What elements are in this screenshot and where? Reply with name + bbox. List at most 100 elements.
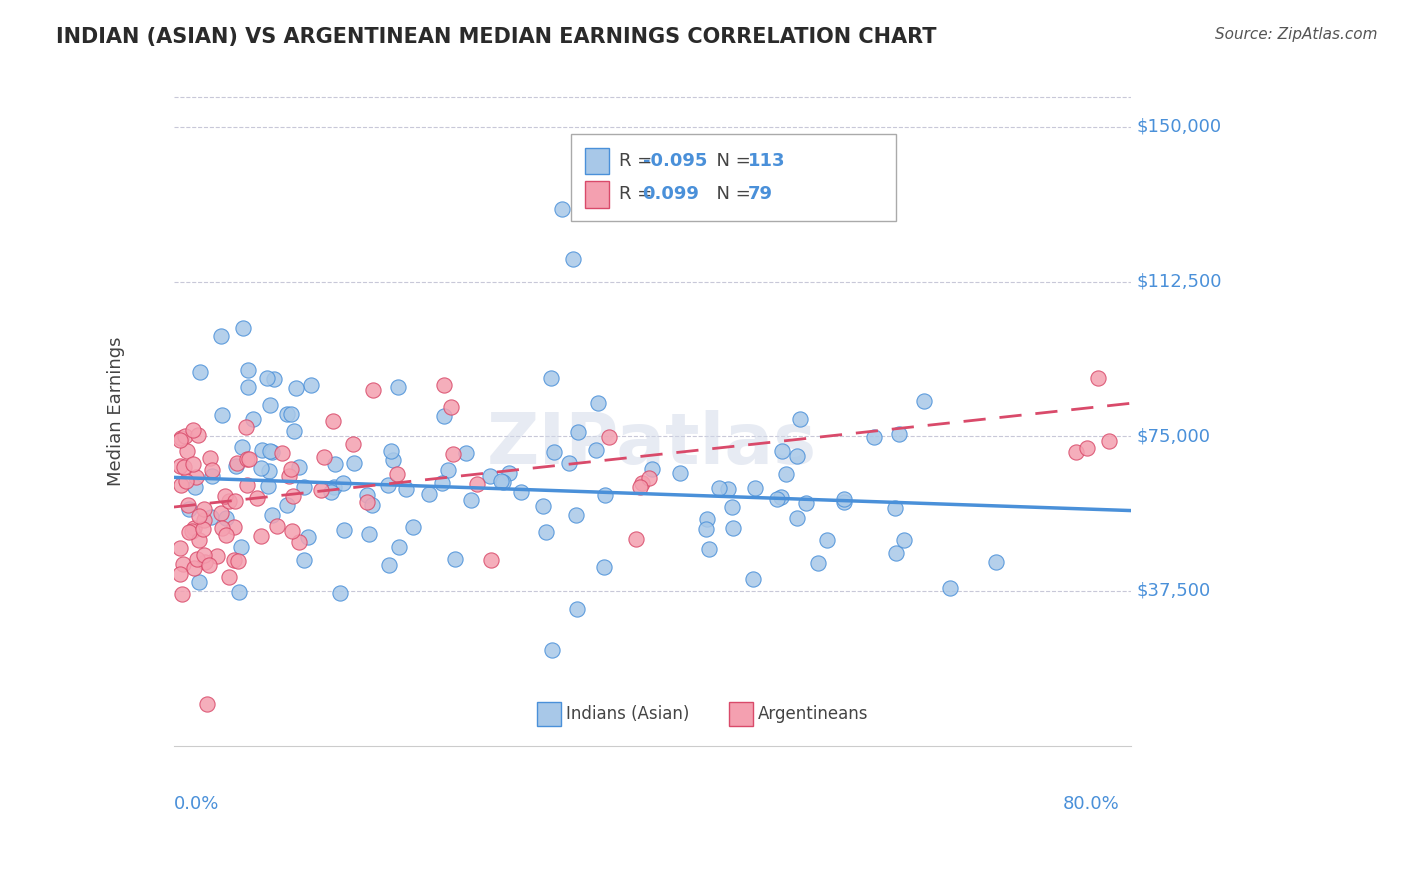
- Point: [598, 430, 620, 444]
- Point: [280, 407, 302, 421]
- Text: ZIPatlas: ZIPatlas: [486, 410, 817, 480]
- Point: [276, 499, 298, 513]
- Point: [893, 533, 915, 547]
- Point: [193, 523, 215, 537]
- Point: [218, 494, 240, 508]
- Point: [319, 485, 342, 500]
- Text: $150,000: $150,000: [1136, 118, 1222, 136]
- Point: [593, 559, 616, 574]
- Point: [696, 512, 718, 526]
- Point: [669, 466, 692, 480]
- Point: [263, 372, 285, 386]
- Point: [198, 558, 221, 572]
- Text: 113: 113: [748, 152, 786, 170]
- Point: [721, 500, 744, 515]
- Point: [541, 642, 564, 657]
- Point: [794, 496, 817, 510]
- Point: [388, 541, 411, 555]
- Point: [209, 506, 232, 520]
- Point: [360, 498, 382, 512]
- Point: [717, 482, 740, 496]
- Point: [299, 377, 322, 392]
- Point: [478, 468, 501, 483]
- Point: [637, 471, 659, 485]
- Point: [224, 520, 246, 534]
- Point: [193, 549, 215, 563]
- Point: [536, 524, 558, 539]
- Point: [418, 487, 440, 501]
- Point: [723, 521, 745, 535]
- Point: [567, 425, 589, 439]
- Point: [361, 384, 384, 398]
- Point: [588, 396, 610, 410]
- Point: [309, 483, 332, 498]
- Text: Indians (Asian): Indians (Asian): [567, 705, 689, 723]
- Point: [194, 555, 217, 569]
- Point: [382, 453, 405, 467]
- Point: [1087, 371, 1109, 385]
- Point: [186, 552, 208, 566]
- Point: [229, 540, 252, 554]
- Point: [187, 508, 209, 523]
- Point: [492, 475, 515, 490]
- Point: [225, 458, 247, 473]
- Point: [238, 452, 260, 467]
- Point: [543, 445, 565, 459]
- Point: [256, 370, 278, 384]
- Point: [641, 462, 664, 476]
- Text: -0.095: -0.095: [643, 152, 707, 170]
- Point: [287, 535, 309, 549]
- Point: [214, 489, 236, 503]
- Point: [456, 446, 478, 460]
- Point: [224, 494, 246, 508]
- Point: [176, 474, 198, 488]
- Point: [169, 478, 191, 492]
- Point: [697, 542, 720, 557]
- FancyBboxPatch shape: [585, 147, 609, 174]
- Point: [177, 498, 200, 512]
- Point: [395, 483, 418, 497]
- Point: [815, 533, 838, 548]
- Point: [297, 530, 319, 544]
- Point: [181, 524, 204, 538]
- Point: [509, 485, 531, 500]
- Point: [280, 462, 302, 476]
- Point: [259, 444, 281, 458]
- Point: [250, 528, 273, 542]
- Point: [169, 541, 191, 556]
- Text: R =: R =: [619, 186, 658, 203]
- Point: [786, 510, 808, 524]
- Point: [332, 475, 354, 490]
- Point: [183, 521, 205, 535]
- Text: N =: N =: [704, 186, 756, 203]
- Point: [218, 569, 240, 583]
- Text: 79: 79: [748, 186, 773, 203]
- FancyBboxPatch shape: [585, 181, 609, 208]
- Point: [193, 502, 215, 516]
- Point: [593, 488, 616, 502]
- Point: [201, 469, 224, 483]
- Point: [356, 488, 378, 502]
- Point: [209, 328, 232, 343]
- Point: [884, 546, 907, 560]
- Point: [172, 557, 194, 571]
- Point: [170, 587, 193, 601]
- Point: [626, 533, 648, 547]
- Point: [884, 500, 907, 515]
- Point: [564, 508, 586, 522]
- Point: [215, 511, 238, 525]
- Point: [174, 428, 197, 442]
- Text: INDIAN (ASIAN) VS ARGENTINEAN MEDIAN EARNINGS CORRELATION CHART: INDIAN (ASIAN) VS ARGENTINEAN MEDIAN EAR…: [56, 27, 936, 46]
- Point: [1076, 441, 1098, 455]
- Point: [356, 495, 378, 509]
- Point: [565, 602, 588, 616]
- Point: [195, 698, 218, 712]
- Point: [262, 444, 284, 458]
- Point: [1098, 434, 1121, 449]
- Point: [169, 431, 191, 445]
- Point: [832, 491, 855, 506]
- Point: [551, 202, 574, 217]
- Point: [181, 457, 204, 471]
- Text: Argentineans: Argentineans: [758, 705, 868, 723]
- Point: [259, 398, 281, 412]
